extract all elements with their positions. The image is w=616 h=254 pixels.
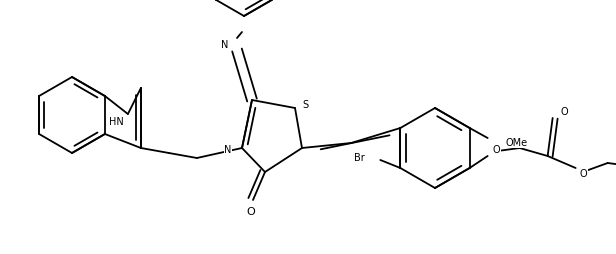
Text: N: N	[221, 40, 229, 50]
Text: N: N	[224, 145, 232, 155]
Text: O: O	[580, 169, 587, 179]
Text: O: O	[493, 145, 500, 155]
Text: S: S	[302, 100, 308, 110]
Text: Br: Br	[354, 153, 364, 163]
Text: OMe: OMe	[506, 138, 528, 148]
Text: O: O	[561, 107, 569, 117]
Text: HN: HN	[108, 117, 123, 127]
Text: O: O	[246, 207, 256, 217]
